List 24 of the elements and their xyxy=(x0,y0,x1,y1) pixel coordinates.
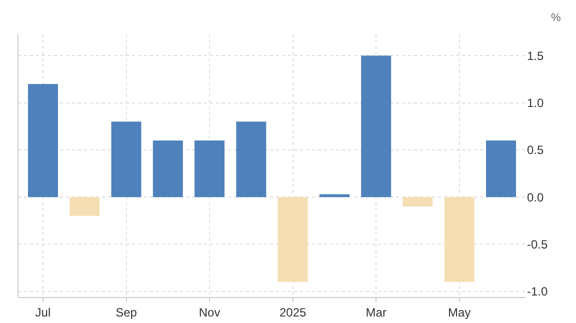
x-tick-label: Mar xyxy=(366,305,386,320)
y-tick-label: -1.0 xyxy=(527,284,548,299)
bar xyxy=(486,140,516,198)
bar xyxy=(152,140,183,198)
x-tick-label: Nov xyxy=(198,305,220,320)
y-axis-title: % xyxy=(551,12,561,24)
bar xyxy=(28,84,58,198)
x-tick-label: Sep xyxy=(116,305,138,320)
y-tick-label: 0.5 xyxy=(527,143,544,158)
y-tick-label: 0.0 xyxy=(527,190,544,204)
x-tick-label: May xyxy=(448,305,471,320)
bar xyxy=(111,122,142,198)
bar xyxy=(194,140,225,198)
bar xyxy=(444,197,474,282)
bar xyxy=(70,197,100,216)
x-tick-label: Jul xyxy=(35,305,51,320)
bar xyxy=(361,56,392,198)
bar xyxy=(402,197,433,207)
bar xyxy=(236,122,266,198)
y-tick-label: 1.0 xyxy=(527,96,544,110)
y-tick-label: -0.5 xyxy=(527,237,548,252)
bar xyxy=(278,197,308,282)
y-tick-label: 1.5 xyxy=(527,48,544,63)
x-tick-label: 2025 xyxy=(279,305,306,320)
